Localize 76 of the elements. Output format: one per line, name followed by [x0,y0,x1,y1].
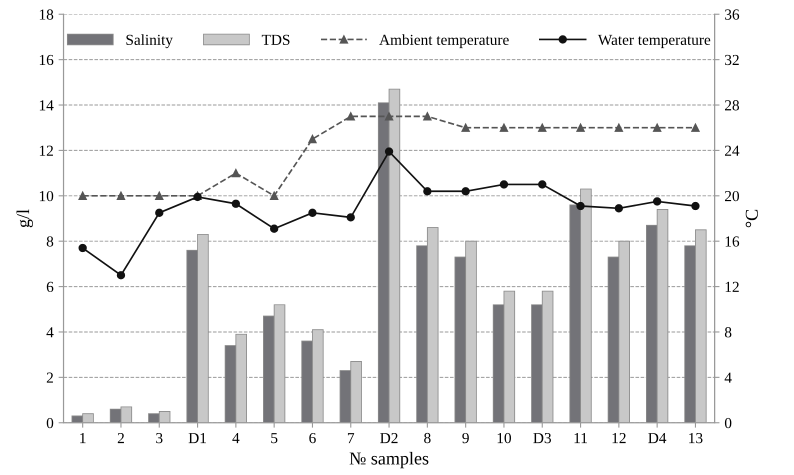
y-tick-label: 10 [40,190,54,202]
y2-tick-label: 20 [724,190,740,202]
point [78,192,87,200]
y-tick-label: 2 [46,372,53,383]
y-tick-label: 8 [46,236,54,247]
x-tick-label: 2 [118,432,124,444]
x-tick-label: 11 [574,432,587,444]
x-tick-label: 9 [462,432,469,444]
y2-tick-label: 24 [724,146,740,156]
x-tick-label: 10 [498,432,512,444]
x-tick-label: 6 [309,432,316,444]
point [116,192,126,200]
y-tick-label: 4 [46,327,54,338]
x-axis-title: № samples [350,452,428,468]
x-tick-label: 1 [80,432,86,444]
y-tick-label: 16 [40,54,54,66]
y2-tick-label: 28 [724,100,740,110]
legend-label: Ambient temperature [379,34,509,48]
x-tick-label: 12 [612,432,626,444]
x-tick-label: D3 [533,432,551,444]
point [232,200,240,208]
y-tick-label: 14 [40,100,54,110]
point [155,208,164,217]
y2-tick-label: 32 [725,54,739,66]
point [538,180,546,189]
point [155,192,164,200]
legend-label: TDS [262,34,290,45]
point [614,124,624,132]
y-tick-label: 0 [46,418,54,428]
y2-tick-label: 16 [726,236,740,247]
point [78,244,87,252]
legend-label: Salinity [126,34,173,48]
point [461,124,470,132]
point [308,208,317,217]
y2-tick-label: 12 [726,282,739,292]
point [423,187,432,196]
point [270,224,278,233]
point [500,180,508,189]
y-tick-label: 18 [40,9,54,20]
point [538,124,546,132]
x-tick-label: D4 [648,433,666,444]
x-tick-label: 5 [271,433,278,444]
point [384,112,394,121]
x-tick-label: D1 [188,432,206,444]
point [691,202,700,210]
x-tick-label: 4 [232,433,240,444]
y2-tick-label: 4 [724,372,732,383]
y-axis-title: g/l [16,209,33,228]
point [500,124,508,132]
x-tick-label: 3 [156,432,162,444]
point [346,112,355,121]
x-tick-label: 8 [424,432,431,444]
point [691,124,700,132]
y2-tick-label: 0 [724,418,732,428]
point [652,197,662,206]
point [423,112,432,121]
y-tick-label: 12 [40,146,53,156]
point [576,124,585,132]
point [346,213,355,222]
point [652,124,662,132]
point [461,187,470,196]
point [270,192,278,200]
y2-tick-label: 8 [724,327,732,338]
x-tick-label: 7 [348,433,354,444]
point [232,168,240,178]
legend-label: Water temperature [598,34,710,48]
x-tick-label: 13 [689,432,702,444]
point [116,271,126,280]
y2-axis-title: °C [746,210,758,228]
point [308,134,317,144]
point [384,147,394,156]
y-tick-label: 6 [46,282,54,292]
point [614,204,624,212]
point [576,202,585,210]
x-tick-label: D2 [380,432,398,444]
y2-tick-label: 36 [725,9,740,20]
